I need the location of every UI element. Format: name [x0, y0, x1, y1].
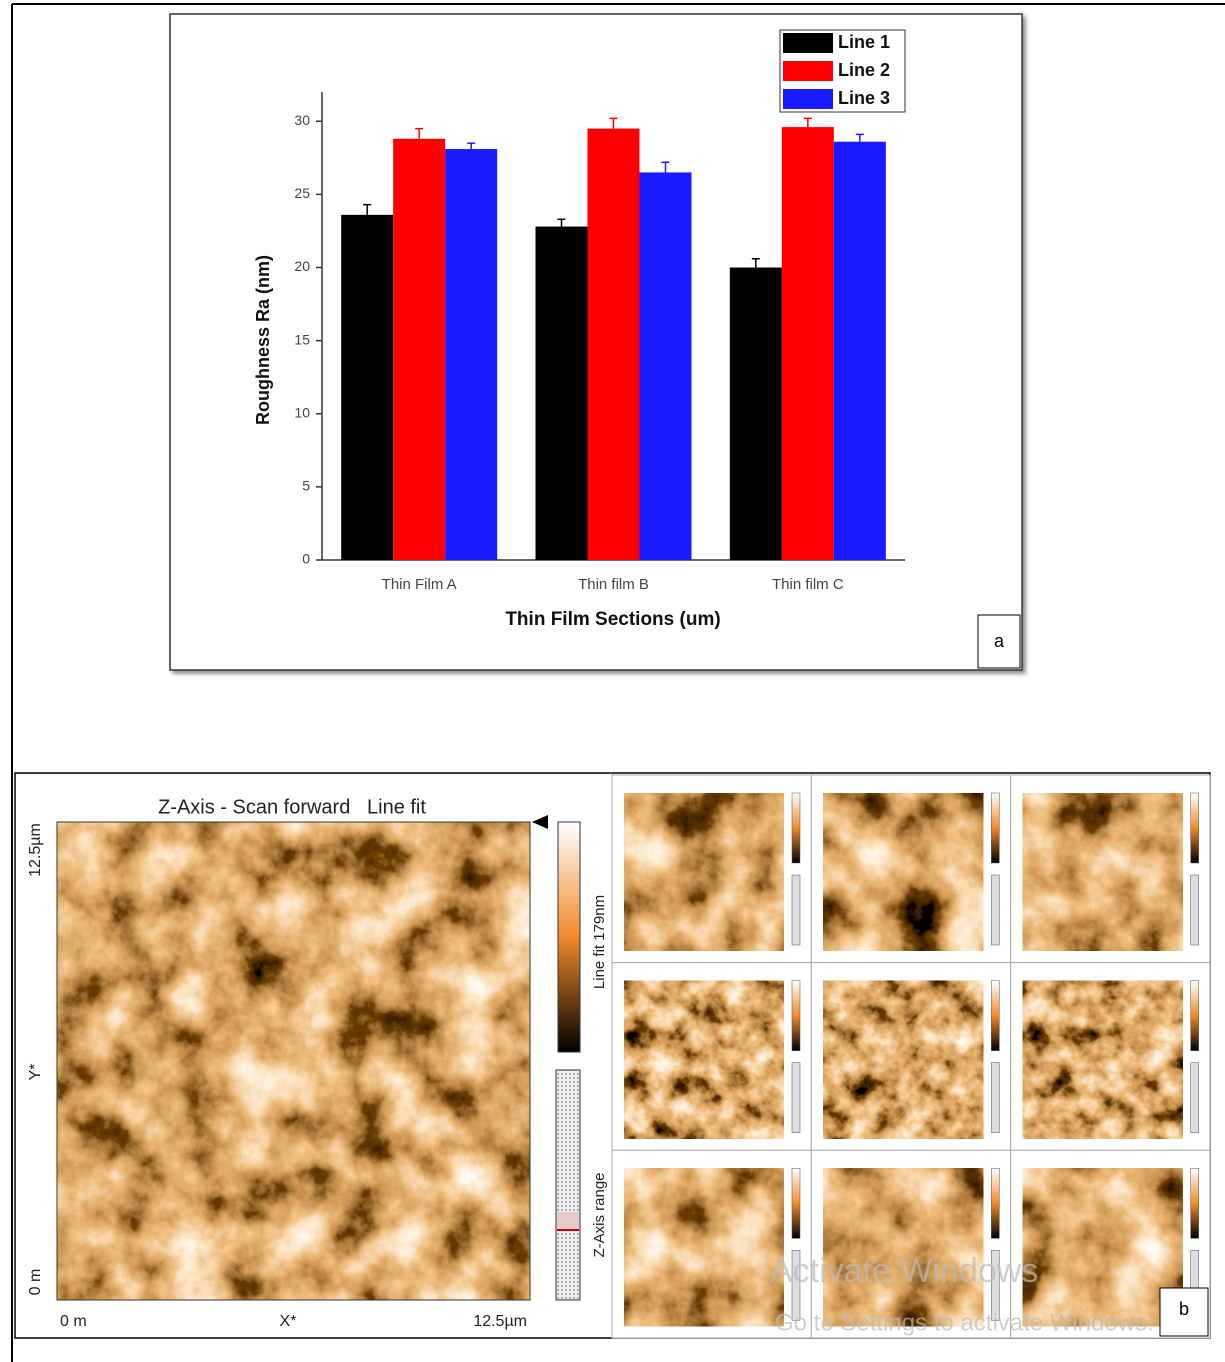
error-bar	[803, 117, 812, 128]
thumbnail-colorbar	[791, 1168, 801, 1239]
bar-chart: Thin Film Sections (um) Roughness Ra (nm…	[253, 29, 1021, 669]
bar	[393, 138, 446, 561]
x-tick-label: Thin film C	[772, 576, 844, 593]
thumbnail-image	[624, 980, 784, 1139]
y-axis-label: Roughness Ra (nm)	[253, 255, 273, 425]
thumbnail-colorbar	[1190, 792, 1199, 864]
thumbnail-range	[791, 874, 801, 946]
error-bar	[557, 218, 566, 227]
range-indicator	[557, 1212, 579, 1230]
error-bar	[609, 117, 618, 129]
thumbnail-colorbar	[1190, 980, 1199, 1051]
thumbnail-image	[624, 793, 784, 951]
legend-swatch	[783, 89, 833, 109]
legend-swatch	[783, 61, 833, 81]
range-bar	[555, 1069, 581, 1301]
thumbnail-image	[1022, 1168, 1183, 1327]
thumbnail-image	[1022, 793, 1183, 951]
afm-x-left: 0 m	[60, 1313, 87, 1330]
bar	[587, 128, 640, 560]
afm-x-label: X*	[280, 1313, 297, 1330]
error-bar	[751, 257, 760, 268]
error-bar	[467, 142, 476, 150]
panel-label: a	[994, 631, 1005, 651]
thumbnail-image	[823, 793, 984, 951]
afm-image	[57, 822, 530, 1300]
y-tick-label: 5	[302, 478, 310, 494]
thumbnail-colorbar	[791, 792, 801, 864]
x-tick-label: Thin Film A	[382, 576, 457, 593]
legend-label: Line 2	[838, 60, 890, 80]
bar	[341, 214, 394, 560]
colorbar	[557, 821, 581, 1053]
afm-y-label: Y*	[27, 1064, 44, 1081]
afm-y-bottom: 0 m	[27, 1269, 44, 1296]
thumbnail-range	[991, 1062, 1000, 1133]
thumbnail-range	[1190, 874, 1199, 946]
error-bar	[661, 161, 670, 173]
thumbnail-range	[991, 874, 1000, 946]
x-axis-label: Thin Film Sections (um)	[505, 609, 720, 630]
thumbnail-colorbar	[991, 792, 1000, 864]
thumbnail-colorbar	[791, 980, 801, 1051]
afm-x-right: 12.5µm	[473, 1313, 527, 1330]
thumbnail-image	[823, 980, 984, 1139]
bar	[781, 127, 834, 560]
thumbnail-image	[1022, 980, 1183, 1139]
thumbnail-range	[791, 1250, 801, 1321]
y-tick-label: 10	[294, 404, 310, 420]
y-tick-label: 30	[294, 112, 310, 128]
panel-label: b	[1179, 1299, 1189, 1319]
thumbnail-image	[624, 1168, 784, 1327]
thumbnail-colorbar	[991, 1168, 1000, 1239]
legend-label: Line 1	[838, 32, 890, 52]
error-bar	[363, 203, 372, 215]
panel-label-box	[1159, 1287, 1209, 1337]
error-bar	[415, 127, 424, 139]
x-tick-label: Thin film B	[578, 576, 649, 593]
thumbnail-range	[1190, 1062, 1199, 1133]
bar	[729, 267, 782, 560]
bar	[639, 172, 692, 560]
y-tick-label: 15	[294, 331, 310, 347]
error-bar	[855, 133, 864, 142]
y-tick-label: 20	[294, 258, 310, 274]
panel-label-box	[977, 614, 1021, 669]
thumbnail-grid	[611, 774, 1211, 1339]
marker-triangle	[532, 815, 548, 829]
bar	[445, 149, 498, 560]
thumbnail-colorbar	[991, 980, 1000, 1051]
thumbnail-range	[791, 1062, 801, 1133]
afm-image-border	[56, 821, 531, 1301]
watermark: Activate Windows	[770, 1252, 1038, 1290]
afm-title: Z-Axis - Scan forward Line fit	[158, 796, 426, 818]
legend-label: Line 3	[838, 88, 890, 108]
colorbar-label: Line fit 179nm	[591, 895, 608, 989]
y-tick-label: 25	[294, 185, 310, 201]
thumbnail-range	[991, 1250, 1000, 1321]
afm-y-top: 12.5µm	[27, 823, 44, 877]
thumbnail-colorbar	[1190, 1168, 1199, 1239]
bar	[535, 226, 588, 561]
legend-swatch	[783, 33, 833, 53]
range-label: Z-Axis range	[591, 1172, 608, 1257]
bar	[833, 141, 886, 560]
thumbnail-image	[823, 1168, 984, 1327]
y-tick-label: 0	[302, 551, 310, 567]
watermark: Go to Settings to activate Windows.	[775, 1309, 1154, 1336]
